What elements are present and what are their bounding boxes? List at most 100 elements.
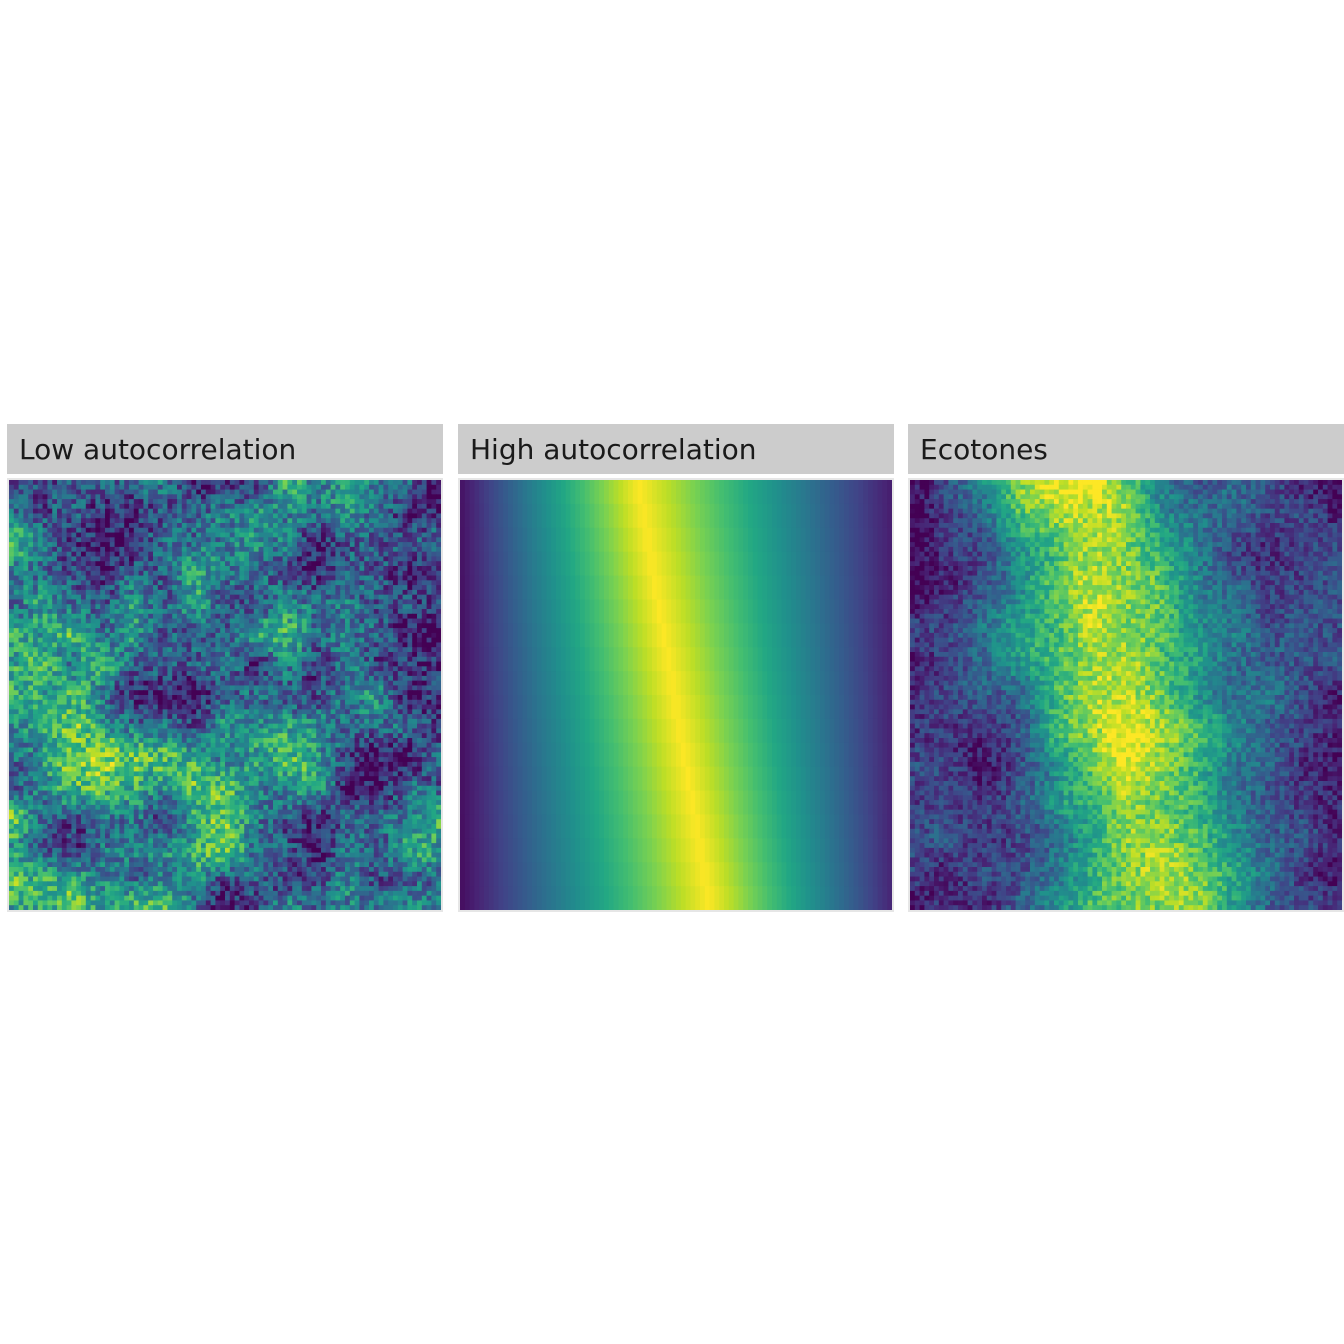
raster-cell xyxy=(23,609,29,615)
raster-cell xyxy=(412,537,418,543)
raster-cell xyxy=(345,551,351,558)
raster-cell xyxy=(407,632,413,639)
raster-cell xyxy=(225,637,231,644)
raster-cell xyxy=(143,704,149,710)
raster-cell xyxy=(325,699,332,706)
raster-cell xyxy=(66,542,72,548)
raster-cell xyxy=(215,508,221,515)
raster-cell xyxy=(436,642,441,648)
raster-cell xyxy=(301,561,308,567)
raster-cell xyxy=(181,656,188,663)
raster-cell xyxy=(287,542,293,548)
raster-cell xyxy=(124,628,130,634)
raster-cell xyxy=(71,675,77,682)
raster-cell xyxy=(85,542,92,548)
raster-cell xyxy=(109,575,116,581)
raster-cell xyxy=(148,499,154,505)
raster-cell xyxy=(378,551,384,558)
raster-cell xyxy=(239,489,245,495)
raster-cell xyxy=(85,570,92,577)
raster-cell xyxy=(282,718,288,725)
raster-cell xyxy=(153,594,159,601)
raster-cell xyxy=(277,642,284,648)
raster-cell xyxy=(263,604,269,610)
raster-cell xyxy=(167,728,173,734)
raster-cell xyxy=(90,604,96,610)
raster-cell xyxy=(148,709,154,715)
raster-cell xyxy=(177,728,183,734)
raster-cell xyxy=(229,604,236,610)
raster-cell xyxy=(321,585,327,591)
raster-cell xyxy=(138,556,144,562)
raster-cell xyxy=(172,523,178,529)
raster-cell xyxy=(167,604,173,610)
raster-cell xyxy=(205,714,212,720)
raster-cell xyxy=(13,503,20,510)
raster-cell xyxy=(268,728,274,734)
raster-cell xyxy=(393,632,399,639)
raster-cell xyxy=(76,642,82,648)
raster-cell xyxy=(210,609,216,615)
raster-cell xyxy=(426,695,432,701)
raster-cell xyxy=(105,503,111,510)
raster-cell xyxy=(148,551,154,558)
raster-cell xyxy=(109,613,116,620)
raster-cell xyxy=(301,532,308,538)
raster-cell xyxy=(397,566,404,572)
raster-cell xyxy=(225,656,231,663)
raster-cell xyxy=(124,494,130,500)
raster-cell xyxy=(253,523,260,529)
raster-cell xyxy=(239,680,245,687)
raster-cell xyxy=(201,566,207,572)
raster-cell xyxy=(181,594,188,601)
raster-cell xyxy=(23,675,29,682)
raster-cell xyxy=(229,613,236,620)
raster-cell xyxy=(157,551,164,558)
raster-cell xyxy=(349,532,356,538)
raster-cell xyxy=(388,685,394,691)
raster-cell xyxy=(210,570,216,577)
raster-cell xyxy=(9,594,15,601)
raster-cell xyxy=(33,709,39,715)
raster-cell xyxy=(426,738,432,744)
raster-cell xyxy=(402,551,408,558)
raster-cell xyxy=(393,503,399,510)
raster-cell xyxy=(215,570,221,577)
raster-cell xyxy=(28,594,34,601)
raster-cell xyxy=(301,609,308,615)
raster-cell xyxy=(143,503,149,510)
raster-cell xyxy=(258,527,264,534)
raster-cell xyxy=(306,489,312,495)
raster-cell xyxy=(114,675,120,682)
raster-cell xyxy=(90,566,96,572)
raster-cell xyxy=(412,642,418,648)
raster-cell xyxy=(268,527,274,534)
raster-cell xyxy=(148,685,154,691)
raster-cell xyxy=(9,628,15,634)
raster-cell xyxy=(205,499,212,505)
raster-cell xyxy=(76,580,82,586)
raster-cell xyxy=(253,585,260,591)
raster-cell xyxy=(426,513,432,519)
raster-cell xyxy=(436,628,441,634)
raster-cell xyxy=(325,503,332,510)
raster-cell xyxy=(133,742,140,749)
raster-cell xyxy=(325,695,332,701)
raster-cell xyxy=(239,518,245,524)
raster-cell xyxy=(335,604,341,610)
raster-cell xyxy=(124,680,130,687)
raster-cell xyxy=(239,585,245,591)
raster-cell xyxy=(364,685,370,691)
raster-cell xyxy=(229,695,236,701)
raster-cell xyxy=(28,585,34,591)
raster-cell xyxy=(100,599,106,605)
raster-cell xyxy=(263,671,269,677)
raster-cell xyxy=(225,742,231,749)
raster-cell xyxy=(297,652,303,658)
raster-cell xyxy=(124,704,130,710)
raster-cell xyxy=(191,642,197,648)
raster-cell xyxy=(335,594,341,601)
raster-cell xyxy=(273,542,279,548)
raster-cell xyxy=(345,585,351,591)
raster-cell xyxy=(162,618,168,624)
